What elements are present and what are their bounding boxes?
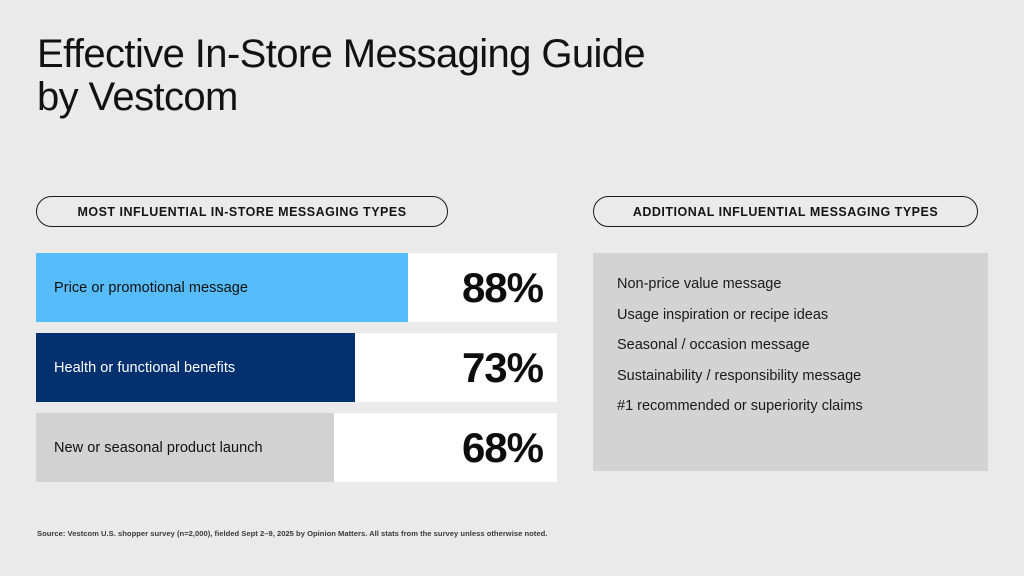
bar-fill: Health or functional benefits bbox=[36, 333, 355, 402]
section-heading-most-influential-label: MOST INFLUENTIAL IN-STORE MESSAGING TYPE… bbox=[77, 204, 407, 219]
bar-fill: Price or promotional message bbox=[36, 253, 408, 322]
section-heading-additional-label: ADDITIONAL INFLUENTIAL MESSAGING TYPES bbox=[632, 204, 939, 219]
bar-value: 73% bbox=[461, 343, 544, 391]
bar-row: Price or promotional message 88% bbox=[36, 253, 557, 322]
bar-chart: Price or promotional message 88% Health … bbox=[36, 253, 557, 493]
list-item: #1 recommended or superiority claims bbox=[617, 398, 863, 414]
bar-row: Health or functional benefits 73% bbox=[36, 333, 557, 402]
bar-value: 88% bbox=[461, 263, 544, 311]
bar-value: 68% bbox=[461, 423, 544, 471]
list-item: Seasonal / occasion message bbox=[617, 337, 810, 353]
list-item: Non-price value message bbox=[617, 276, 782, 292]
section-heading-additional: ADDITIONAL INFLUENTIAL MESSAGING TYPES bbox=[593, 196, 978, 227]
additional-types-panel: Non-price value message Usage inspiratio… bbox=[593, 253, 988, 471]
bar-fill: New or seasonal product launch bbox=[36, 413, 334, 482]
source-footnote: Source: Vestcom U.S. shopper survey (n=2… bbox=[37, 529, 548, 538]
bar-label: New or seasonal product launch bbox=[54, 439, 263, 456]
section-heading-most-influential: MOST INFLUENTIAL IN-STORE MESSAGING TYPE… bbox=[36, 196, 448, 227]
bar-row: New or seasonal product launch 68% bbox=[36, 413, 557, 482]
bar-label: Health or functional benefits bbox=[54, 359, 236, 376]
bar-label: Price or promotional message bbox=[54, 279, 249, 296]
list-item: Sustainability / responsibility message bbox=[617, 367, 862, 384]
page-title: Effective In-Store Messaging Guide by Ve… bbox=[37, 32, 646, 120]
list-item: Usage inspiration or recipe ideas bbox=[617, 306, 829, 323]
